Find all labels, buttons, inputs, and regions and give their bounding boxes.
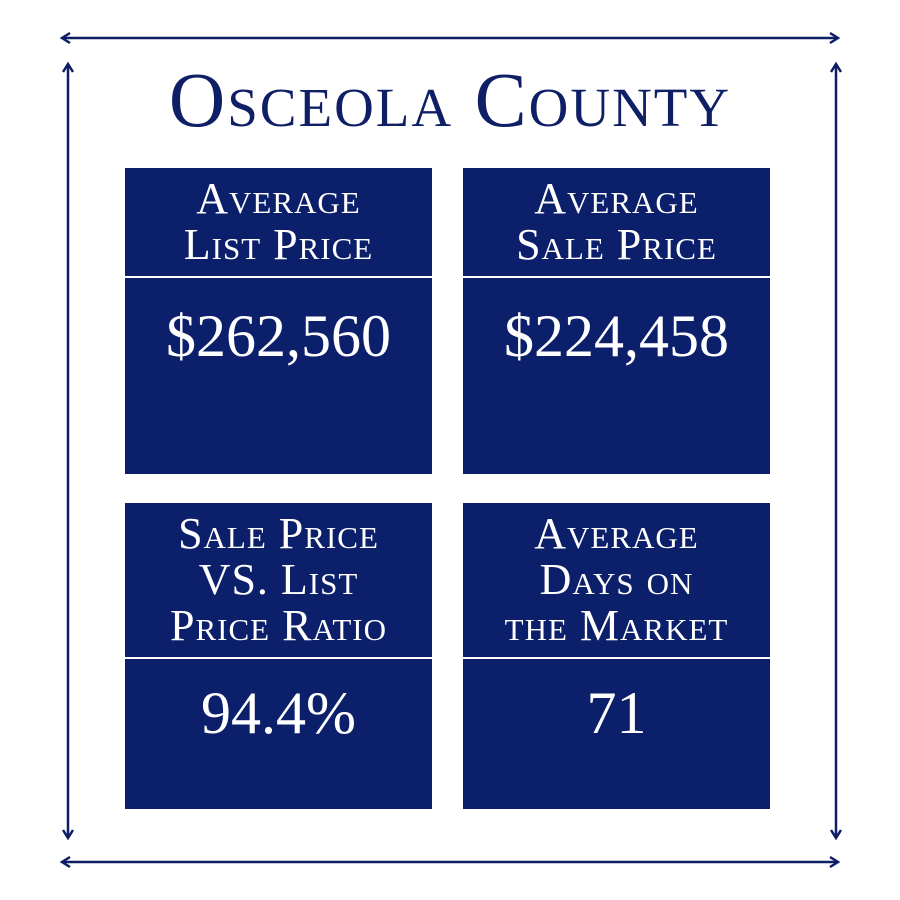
stat-label: Average Sale Price (463, 168, 770, 268)
stat-label: Average List Price (125, 168, 432, 268)
label-line: Average (196, 174, 361, 223)
label-line: Price Ratio (169, 601, 388, 650)
stat-label: Sale Price VS. List Price Ratio (125, 503, 432, 649)
stat-value: $224,458 (504, 303, 729, 369)
stat-value: $262,560 (166, 303, 391, 369)
stat-value: 71 (586, 680, 647, 746)
stat-card: Average Sale Price $224,458 (463, 168, 770, 474)
divider (125, 657, 432, 659)
label-line: Days on (539, 555, 694, 604)
label-line: Average (534, 509, 699, 558)
label-line: the Market (504, 601, 729, 650)
label-line: Sale Price (516, 220, 717, 269)
stat-label: Average Days on the Market (463, 503, 770, 649)
label-line: Sale Price (178, 509, 379, 558)
stat-value: 94.4% (201, 680, 356, 746)
stat-card: Average List Price $262,560 (125, 168, 432, 474)
divider (463, 657, 770, 659)
label-line: List Price (183, 220, 374, 269)
divider (125, 276, 432, 278)
label-line: VS. List (198, 555, 359, 604)
divider (463, 276, 770, 278)
label-line: Average (534, 174, 699, 223)
title: Osceola County (168, 56, 732, 143)
stat-card: Sale Price VS. List Price Ratio 94.4% (125, 503, 432, 809)
stat-card: Average Days on the Market 71 (463, 503, 770, 809)
